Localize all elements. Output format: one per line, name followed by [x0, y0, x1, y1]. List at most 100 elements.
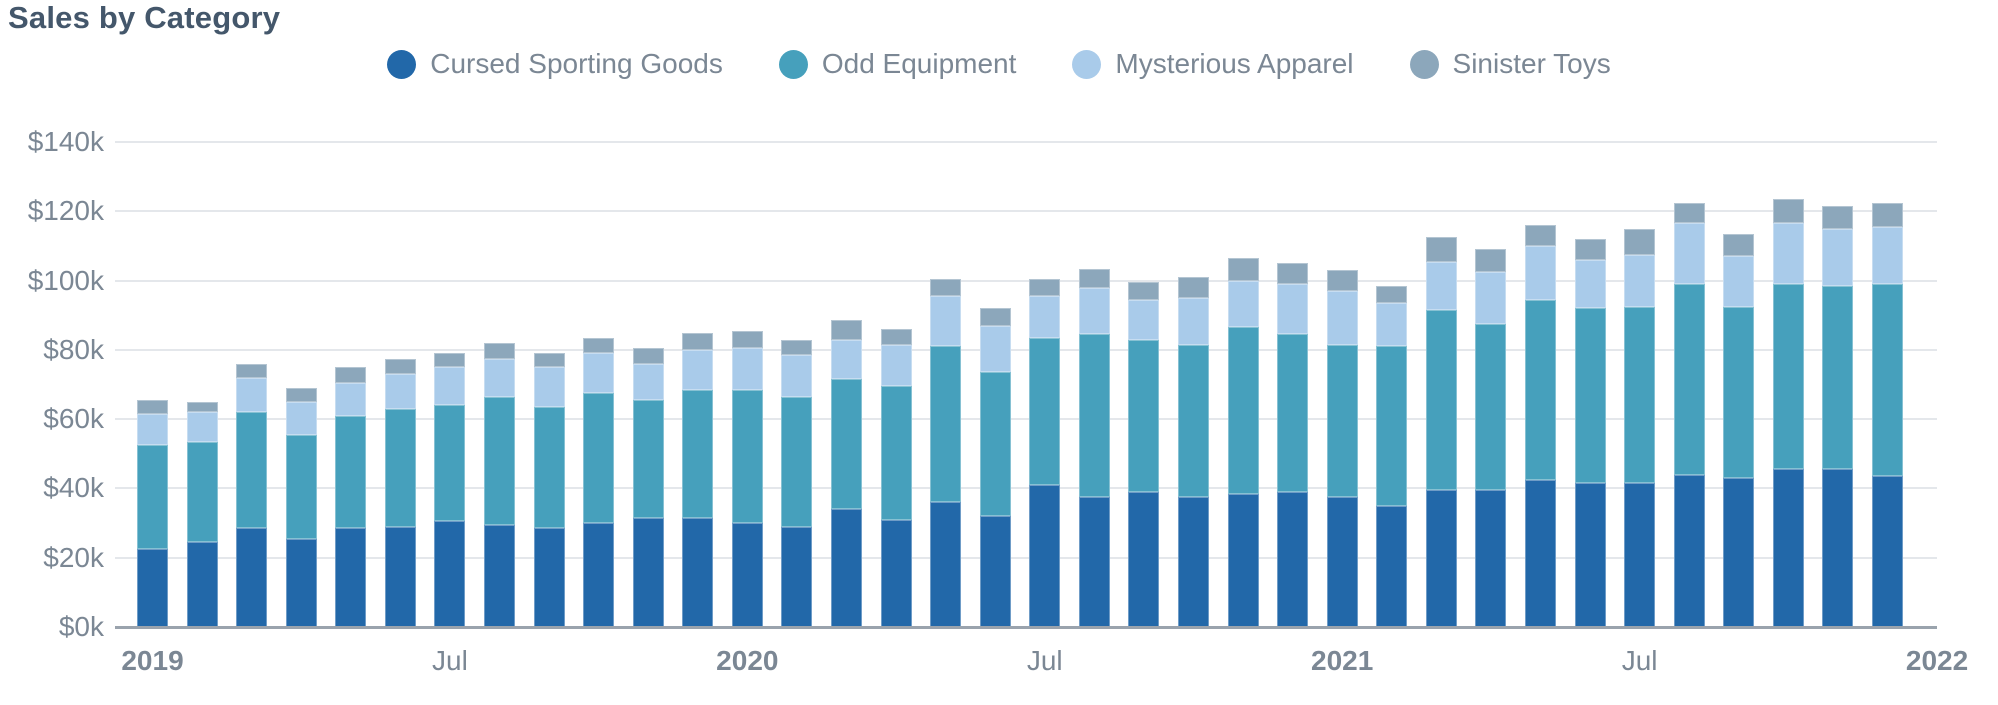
- bar-segment-odd-equipment: [1822, 285, 1854, 470]
- legend-item-sinister-toys[interactable]: Sinister Toys: [1409, 48, 1611, 80]
- x-axis-line: [115, 626, 1937, 629]
- bar-segment-cursed-sporting-goods: [682, 517, 714, 627]
- bar-segment-sinister-toys: [781, 339, 813, 356]
- legend-label: Sinister Toys: [1452, 48, 1611, 79]
- legend-label: Cursed Sporting Goods: [430, 48, 723, 79]
- bar-oct-2019: [583, 142, 615, 627]
- x-tick-label-2021-24: 2021: [1311, 645, 1374, 676]
- bar-segment-mysterious-apparel: [1326, 291, 1358, 345]
- y-tick-label-60k: $60k: [43, 403, 104, 435]
- bar-segment-cursed-sporting-goods: [533, 528, 565, 627]
- bar-oct-2021: [1772, 142, 1804, 627]
- bar-segment-sinister-toys: [1376, 285, 1408, 304]
- bar-segment-cursed-sporting-goods: [1624, 483, 1656, 627]
- bar-segment-mysterious-apparel: [335, 382, 367, 416]
- bar-segment-odd-equipment: [1574, 308, 1606, 484]
- bar-segment-odd-equipment: [880, 386, 912, 520]
- bar-mar-2019: [236, 142, 268, 627]
- bar-segment-cursed-sporting-goods: [880, 519, 912, 627]
- gridline-140k: [115, 141, 1937, 144]
- bar-aug-2021: [1673, 142, 1705, 627]
- bar-segment-odd-equipment: [1277, 334, 1309, 492]
- bar-segment-cursed-sporting-goods: [583, 523, 615, 627]
- legend-item-mysterious-apparel[interactable]: Mysterious Apparel: [1072, 48, 1354, 80]
- bar-dec-2021: [1871, 142, 1903, 627]
- bar-segment-mysterious-apparel: [384, 374, 416, 409]
- bar-segment-sinister-toys: [1574, 239, 1606, 260]
- bar-apr-2021: [1475, 142, 1507, 627]
- bar-segment-cursed-sporting-goods: [1524, 479, 1556, 627]
- bar-segment-sinister-toys: [434, 353, 466, 368]
- bar-segment-cursed-sporting-goods: [1871, 476, 1903, 627]
- bar-segment-odd-equipment: [1723, 306, 1755, 479]
- bar-segment-sinister-toys: [1277, 263, 1309, 285]
- bar-segment-mysterious-apparel: [880, 344, 912, 387]
- bar-segment-sinister-toys: [1723, 233, 1755, 257]
- bar-segment-sinister-toys: [1128, 282, 1160, 300]
- bar-segment-mysterious-apparel: [1425, 261, 1457, 311]
- gridline-120k: [115, 210, 1937, 213]
- bar-mar-2021: [1425, 142, 1457, 627]
- bar-nov-2021: [1822, 142, 1854, 627]
- bar-segment-sinister-toys: [1673, 202, 1705, 224]
- bar-segment-mysterious-apparel: [1277, 284, 1309, 335]
- bar-segment-mysterious-apparel: [731, 348, 763, 390]
- x-tick-label-jul-18: Jul: [1026, 645, 1063, 676]
- bar-segment-cursed-sporting-goods: [830, 509, 862, 627]
- bar-apr-2020: [880, 142, 912, 627]
- bar-segment-sinister-toys: [1624, 228, 1656, 255]
- bar-segment-cursed-sporting-goods: [1425, 490, 1457, 627]
- bar-aug-2019: [483, 142, 515, 627]
- bar-segment-mysterious-apparel: [632, 363, 664, 401]
- bar-segment-sinister-toys: [1078, 268, 1110, 288]
- bar-segment-sinister-toys: [137, 400, 168, 414]
- bar-feb-2021: [1376, 142, 1408, 627]
- bar-segment-cursed-sporting-goods: [1029, 484, 1061, 627]
- bar-segment-cursed-sporting-goods: [1723, 478, 1755, 627]
- chart-title: Sales by Category: [8, 0, 281, 35]
- y-tick-label-120k: $120k: [27, 195, 104, 227]
- bar-segment-cursed-sporting-goods: [1128, 491, 1160, 627]
- bar-segment-cursed-sporting-goods: [979, 516, 1011, 627]
- legend-item-cursed-sporting-goods[interactable]: Cursed Sporting Goods: [387, 48, 723, 80]
- y-tick-label-80k: $80k: [43, 333, 104, 365]
- bar-segment-mysterious-apparel: [186, 412, 218, 442]
- bar-sep-2019: [533, 142, 565, 627]
- bar-segment-cursed-sporting-goods: [384, 526, 416, 627]
- bar-segment-odd-equipment: [1326, 344, 1358, 498]
- bar-segment-odd-equipment: [533, 407, 565, 529]
- legend-swatch-icon: [778, 49, 808, 79]
- bar-segment-cursed-sporting-goods: [1673, 474, 1705, 627]
- bar-segment-sinister-toys: [830, 320, 862, 340]
- bar-jan-2021: [1326, 142, 1358, 627]
- bar-segment-sinister-toys: [1029, 278, 1061, 297]
- legend-swatch-icon: [387, 49, 417, 79]
- bar-segment-sinister-toys: [483, 342, 515, 359]
- bar-nov-2019: [632, 142, 664, 627]
- bar-segment-mysterious-apparel: [830, 339, 862, 380]
- bar-segment-odd-equipment: [1425, 310, 1457, 491]
- bar-segment-odd-equipment: [781, 396, 813, 527]
- bar-segment-cursed-sporting-goods: [1227, 493, 1259, 627]
- bar-segment-odd-equipment: [1673, 284, 1705, 475]
- bar-segment-odd-equipment: [1227, 327, 1259, 494]
- bar-segment-mysterious-apparel: [1574, 259, 1606, 309]
- legend-label: Odd Equipment: [821, 48, 1017, 79]
- bar-segment-sinister-toys: [1425, 237, 1457, 262]
- bar-segment-cursed-sporting-goods: [236, 528, 268, 627]
- bar-segment-odd-equipment: [1128, 339, 1160, 492]
- x-tick-label-jul-30: Jul: [1621, 645, 1658, 676]
- bar-segment-mysterious-apparel: [1376, 303, 1408, 347]
- bar-segment-odd-equipment: [1475, 323, 1507, 491]
- bar-segment-mysterious-apparel: [533, 367, 565, 408]
- bar-segment-mysterious-apparel: [583, 353, 615, 394]
- bar-segment-odd-equipment: [186, 441, 218, 543]
- bar-segment-sinister-toys: [1871, 202, 1903, 227]
- legend-item-odd-equipment[interactable]: Odd Equipment: [778, 48, 1017, 80]
- bar-segment-cursed-sporting-goods: [483, 524, 515, 627]
- bar-segment-odd-equipment: [1376, 346, 1408, 506]
- bar-segment-odd-equipment: [1029, 337, 1061, 485]
- bar-segment-odd-equipment: [583, 393, 615, 524]
- bar-segment-cursed-sporting-goods: [285, 538, 317, 627]
- bar-segment-mysterious-apparel: [1128, 299, 1160, 340]
